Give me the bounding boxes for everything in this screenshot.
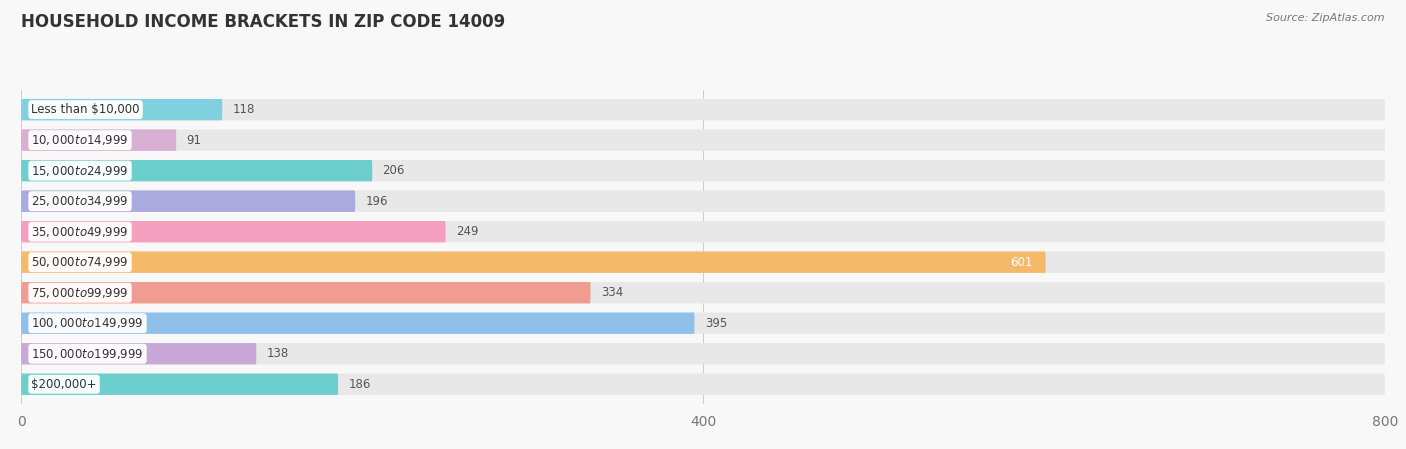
FancyBboxPatch shape bbox=[21, 190, 356, 212]
Text: 196: 196 bbox=[366, 195, 388, 208]
Text: Source: ZipAtlas.com: Source: ZipAtlas.com bbox=[1267, 13, 1385, 23]
FancyBboxPatch shape bbox=[21, 251, 1046, 273]
Text: $25,000 to $34,999: $25,000 to $34,999 bbox=[31, 194, 129, 208]
FancyBboxPatch shape bbox=[21, 129, 176, 151]
Text: 206: 206 bbox=[382, 164, 405, 177]
Text: 186: 186 bbox=[349, 378, 371, 391]
Text: $75,000 to $99,999: $75,000 to $99,999 bbox=[31, 286, 129, 300]
Text: $50,000 to $74,999: $50,000 to $74,999 bbox=[31, 255, 129, 269]
Text: 334: 334 bbox=[600, 286, 623, 299]
FancyBboxPatch shape bbox=[21, 160, 373, 181]
FancyBboxPatch shape bbox=[21, 221, 1385, 242]
FancyBboxPatch shape bbox=[21, 282, 1385, 304]
Text: 395: 395 bbox=[704, 317, 727, 330]
FancyBboxPatch shape bbox=[21, 374, 1385, 395]
FancyBboxPatch shape bbox=[21, 99, 1385, 120]
FancyBboxPatch shape bbox=[21, 129, 1385, 151]
Text: 118: 118 bbox=[232, 103, 254, 116]
FancyBboxPatch shape bbox=[21, 221, 446, 242]
Text: $15,000 to $24,999: $15,000 to $24,999 bbox=[31, 164, 129, 178]
Text: $100,000 to $149,999: $100,000 to $149,999 bbox=[31, 316, 143, 330]
FancyBboxPatch shape bbox=[21, 190, 1385, 212]
FancyBboxPatch shape bbox=[21, 343, 1385, 365]
Text: $200,000+: $200,000+ bbox=[31, 378, 97, 391]
Text: 601: 601 bbox=[1010, 256, 1032, 269]
Text: 91: 91 bbox=[187, 134, 201, 147]
FancyBboxPatch shape bbox=[21, 251, 1385, 273]
FancyBboxPatch shape bbox=[21, 99, 222, 120]
FancyBboxPatch shape bbox=[21, 374, 339, 395]
Text: $150,000 to $199,999: $150,000 to $199,999 bbox=[31, 347, 143, 361]
Text: $35,000 to $49,999: $35,000 to $49,999 bbox=[31, 224, 129, 239]
Text: HOUSEHOLD INCOME BRACKETS IN ZIP CODE 14009: HOUSEHOLD INCOME BRACKETS IN ZIP CODE 14… bbox=[21, 13, 505, 31]
Text: $10,000 to $14,999: $10,000 to $14,999 bbox=[31, 133, 129, 147]
FancyBboxPatch shape bbox=[21, 282, 591, 304]
Text: Less than $10,000: Less than $10,000 bbox=[31, 103, 139, 116]
FancyBboxPatch shape bbox=[21, 160, 1385, 181]
Text: 138: 138 bbox=[267, 347, 288, 360]
FancyBboxPatch shape bbox=[21, 313, 695, 334]
FancyBboxPatch shape bbox=[21, 313, 1385, 334]
Text: 249: 249 bbox=[456, 225, 478, 238]
FancyBboxPatch shape bbox=[21, 343, 256, 365]
